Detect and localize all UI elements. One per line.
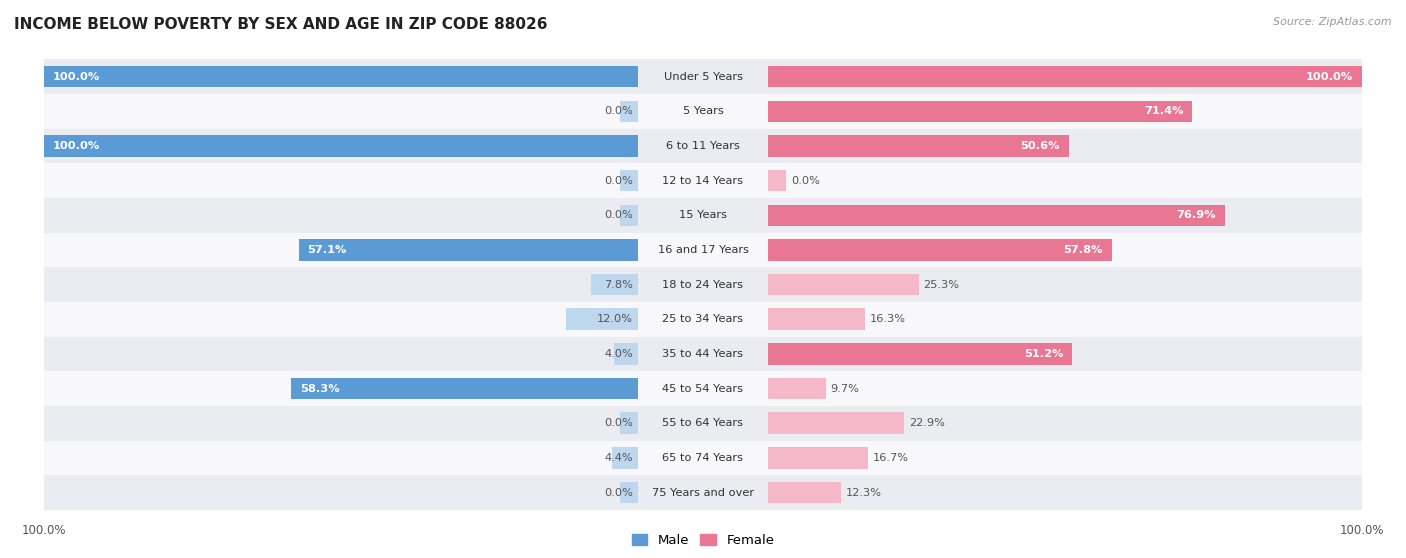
Text: 0.0%: 0.0%: [605, 176, 633, 186]
Text: 6 to 11 Years: 6 to 11 Years: [666, 141, 740, 151]
Text: 12.3%: 12.3%: [846, 488, 882, 498]
Bar: [44, 198, 1362, 233]
Bar: [620, 100, 638, 122]
Bar: [768, 170, 786, 191]
Bar: [592, 274, 638, 295]
Bar: [768, 100, 1192, 122]
Text: 45 to 54 Years: 45 to 54 Years: [662, 383, 744, 393]
Text: 71.4%: 71.4%: [1144, 106, 1184, 116]
Text: 0.0%: 0.0%: [605, 418, 633, 428]
Text: 22.9%: 22.9%: [910, 418, 945, 428]
Bar: [768, 135, 1069, 157]
Text: 16.3%: 16.3%: [870, 314, 905, 324]
Text: 58.3%: 58.3%: [301, 383, 340, 393]
Text: 16 and 17 Years: 16 and 17 Years: [658, 245, 748, 255]
Text: 25 to 34 Years: 25 to 34 Years: [662, 314, 744, 324]
Bar: [614, 343, 638, 365]
Text: 0.0%: 0.0%: [605, 210, 633, 220]
Bar: [620, 412, 638, 434]
Bar: [44, 441, 1362, 475]
Text: 15 Years: 15 Years: [679, 210, 727, 220]
Bar: [44, 128, 1362, 163]
Text: 65 to 74 Years: 65 to 74 Years: [662, 453, 744, 463]
Text: 16.7%: 16.7%: [872, 453, 908, 463]
Bar: [44, 371, 1362, 406]
Text: 57.8%: 57.8%: [1063, 245, 1102, 255]
Bar: [44, 475, 1362, 510]
Bar: [612, 447, 638, 469]
Bar: [44, 135, 638, 157]
Text: 51.2%: 51.2%: [1024, 349, 1063, 359]
Bar: [44, 336, 1362, 371]
Text: 12.0%: 12.0%: [598, 314, 633, 324]
Text: 57.1%: 57.1%: [308, 245, 347, 255]
Bar: [768, 274, 918, 295]
Text: 50.6%: 50.6%: [1021, 141, 1060, 151]
Bar: [768, 66, 1362, 88]
Text: 55 to 64 Years: 55 to 64 Years: [662, 418, 744, 428]
Text: 0.0%: 0.0%: [605, 488, 633, 498]
Text: 35 to 44 Years: 35 to 44 Years: [662, 349, 744, 359]
Bar: [291, 378, 638, 400]
Bar: [768, 412, 904, 434]
Bar: [768, 343, 1073, 365]
Bar: [44, 163, 1362, 198]
Text: 100.0%: 100.0%: [52, 71, 100, 81]
Bar: [44, 66, 638, 88]
Bar: [44, 302, 1362, 336]
Bar: [44, 59, 1362, 94]
Bar: [768, 239, 1112, 261]
Bar: [768, 205, 1225, 226]
Bar: [567, 309, 638, 330]
Bar: [620, 205, 638, 226]
Text: 25.3%: 25.3%: [924, 280, 959, 290]
Text: 4.4%: 4.4%: [605, 453, 633, 463]
Bar: [620, 170, 638, 191]
Text: 7.8%: 7.8%: [605, 280, 633, 290]
Text: 4.0%: 4.0%: [605, 349, 633, 359]
Legend: Male, Female: Male, Female: [626, 529, 780, 552]
Text: 0.0%: 0.0%: [605, 106, 633, 116]
Bar: [768, 447, 868, 469]
Text: 76.9%: 76.9%: [1177, 210, 1216, 220]
Bar: [44, 267, 1362, 302]
Text: Source: ZipAtlas.com: Source: ZipAtlas.com: [1274, 17, 1392, 27]
Bar: [768, 482, 841, 503]
Text: 75 Years and over: 75 Years and over: [652, 488, 754, 498]
Text: INCOME BELOW POVERTY BY SEX AND AGE IN ZIP CODE 88026: INCOME BELOW POVERTY BY SEX AND AGE IN Z…: [14, 17, 547, 32]
Bar: [44, 94, 1362, 128]
Bar: [44, 406, 1362, 441]
Text: 100.0%: 100.0%: [1306, 71, 1354, 81]
Bar: [620, 482, 638, 503]
Text: 5 Years: 5 Years: [683, 106, 723, 116]
Text: Under 5 Years: Under 5 Years: [664, 71, 742, 81]
Bar: [44, 233, 1362, 267]
Text: 0.0%: 0.0%: [792, 176, 820, 186]
Text: 12 to 14 Years: 12 to 14 Years: [662, 176, 744, 186]
Bar: [298, 239, 638, 261]
Bar: [768, 378, 825, 400]
Text: 9.7%: 9.7%: [831, 383, 859, 393]
Bar: [768, 309, 865, 330]
Text: 100.0%: 100.0%: [52, 141, 100, 151]
Text: 18 to 24 Years: 18 to 24 Years: [662, 280, 744, 290]
